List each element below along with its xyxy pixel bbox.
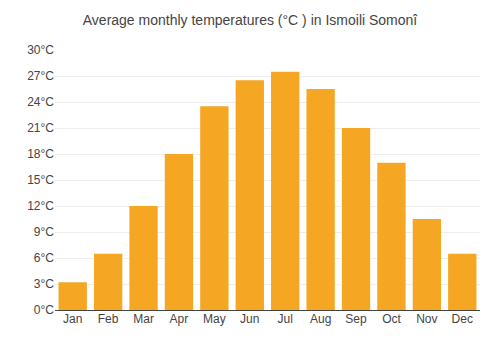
svg-text:Dec: Dec (452, 312, 473, 326)
svg-text:Apr: Apr (170, 312, 189, 326)
svg-text:6°C: 6°C (34, 251, 54, 265)
svg-text:9°C: 9°C (34, 225, 54, 239)
svg-text:Oct: Oct (382, 312, 401, 326)
svg-text:Sep: Sep (345, 312, 367, 326)
svg-text:30°C: 30°C (27, 43, 54, 57)
svg-text:12°C: 12°C (27, 199, 54, 213)
svg-text:21°C: 21°C (27, 121, 54, 135)
svg-text:May: May (203, 312, 226, 326)
svg-text:Nov: Nov (416, 312, 437, 326)
svg-text:3°C: 3°C (34, 277, 54, 291)
svg-text:15°C: 15°C (27, 173, 54, 187)
svg-text:Jul: Jul (278, 312, 293, 326)
svg-text:Jun: Jun (240, 312, 259, 326)
svg-text:Feb: Feb (98, 312, 119, 326)
svg-text:27°C: 27°C (27, 69, 54, 83)
svg-text:Mar: Mar (133, 312, 154, 326)
svg-text:24°C: 24°C (27, 95, 54, 109)
svg-text:0°C: 0°C (34, 303, 54, 317)
svg-text:Aug: Aug (310, 312, 331, 326)
svg-text:18°C: 18°C (27, 147, 54, 161)
svg-text:Jan: Jan (63, 312, 82, 326)
svg-text:Average monthly temperatures (: Average monthly temperatures (°C ) in Is… (83, 12, 419, 28)
